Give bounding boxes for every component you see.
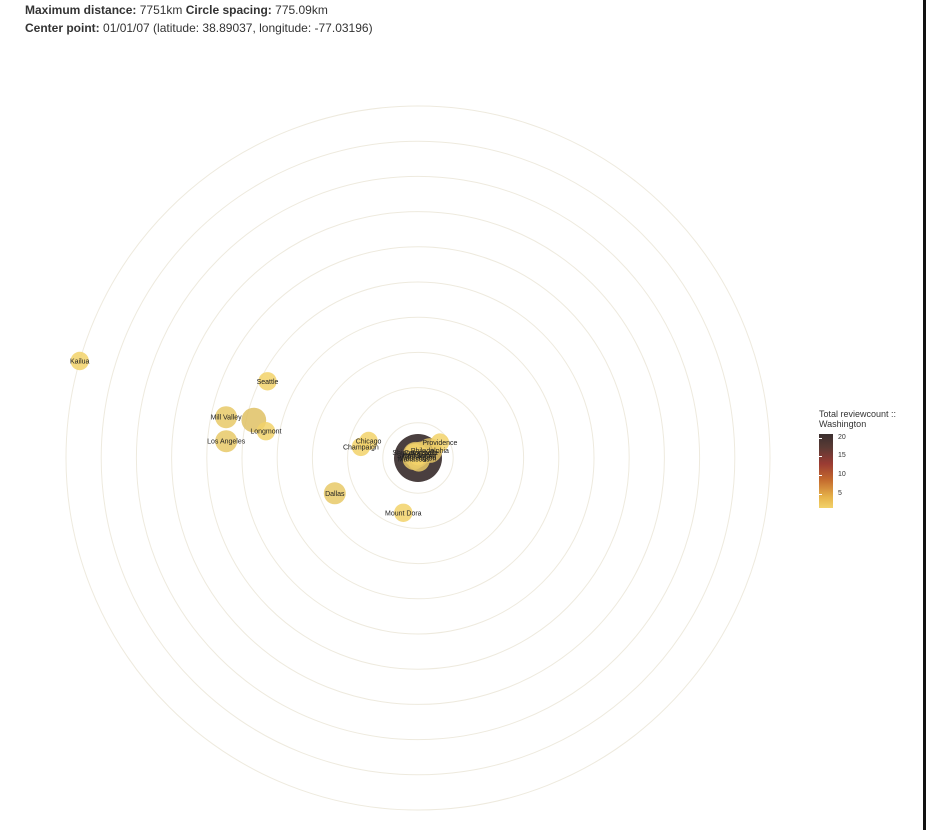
legend-title-line-2: Washington: [819, 419, 867, 429]
distance-ring: [276, 316, 560, 600]
distance-ring: [135, 175, 701, 741]
city-point-seattle: [258, 372, 277, 391]
distance-ring: [206, 246, 630, 670]
header: Maximum distance: 7751km Circle spacing:…: [25, 1, 373, 37]
max-distance-value: 7751km: [139, 3, 183, 17]
city-point-providence: [430, 433, 450, 452]
header-line-2: Center point: 01/01/07 (latitude: 38.890…: [25, 19, 373, 37]
city-label: Los Angeles: [207, 439, 246, 446]
max-distance-label: Maximum distance:: [25, 3, 137, 17]
circle-spacing-value: 775.09km: [275, 3, 328, 17]
legend-tick-mark: [819, 494, 822, 495]
legend-tick-15: 15: [838, 452, 846, 459]
legend-title-line-1: Total reviewcount ::: [819, 409, 897, 419]
distance-ring: [241, 281, 595, 635]
city-point-wheaton: [410, 445, 429, 465]
city-point-mill-valley: [215, 406, 238, 429]
city-label: Seattle: [257, 379, 279, 386]
legend-tick-mark: [819, 438, 822, 439]
city-label: Bethesda: [403, 454, 433, 461]
city-point-champaign: [351, 437, 371, 457]
city-label: Dallas: [325, 491, 345, 498]
city-label: Mill Valley: [211, 415, 242, 422]
header-line-1: Maximum distance: 7751km Circle spacing:…: [25, 1, 373, 19]
legend-tick-mark: [819, 475, 822, 476]
city-label: Philadelphia: [411, 448, 449, 455]
city-label: Mount Dora: [385, 510, 422, 517]
legend-tick-10: 10: [838, 471, 846, 478]
legend-tick-mark: [819, 456, 822, 457]
city-point-mount-dora: [394, 503, 413, 522]
city-label: Champaign: [343, 444, 379, 451]
city-label: Chicago: [356, 439, 382, 446]
city-label: Longmont: [250, 429, 281, 436]
distance-ring: [171, 211, 665, 705]
center-point-label: Center point:: [25, 21, 100, 35]
legend-tick-20: 20: [838, 434, 846, 441]
city-label: Washington: [400, 456, 437, 463]
distance-ring: [100, 140, 736, 776]
city-label: Silver Spring: [397, 453, 437, 460]
city-label: Shippensburg: [392, 450, 435, 457]
legend-tick-5: 5: [838, 490, 842, 497]
city-label: Kailua: [70, 359, 90, 366]
city-point-los-angeles: [215, 430, 238, 453]
city-label: Providence: [422, 440, 457, 447]
city-point-longmont: [256, 422, 276, 441]
city-point-dallas: [323, 482, 346, 505]
distance-ring: [382, 422, 454, 494]
city-label: Wheaton: [406, 452, 434, 459]
distance-ring: [311, 351, 525, 565]
right-edge-border: [923, 0, 926, 830]
distance-ring: [65, 105, 771, 811]
center-point-value: 01/01/07 (latitude: 38.89037, longitude:…: [103, 21, 373, 35]
distance-ring: [347, 387, 489, 529]
circle-spacing-label: Circle spacing:: [185, 3, 272, 17]
city-points: [70, 351, 450, 522]
city-point-kailua: [70, 351, 89, 371]
city-label: Catonsville: [404, 450, 438, 457]
distance-rings: [65, 105, 771, 811]
color-legend: Total reviewcount :: Washington: [819, 409, 896, 429]
legend-color-bar: [819, 434, 833, 508]
city-label: Manassas: [398, 456, 430, 463]
